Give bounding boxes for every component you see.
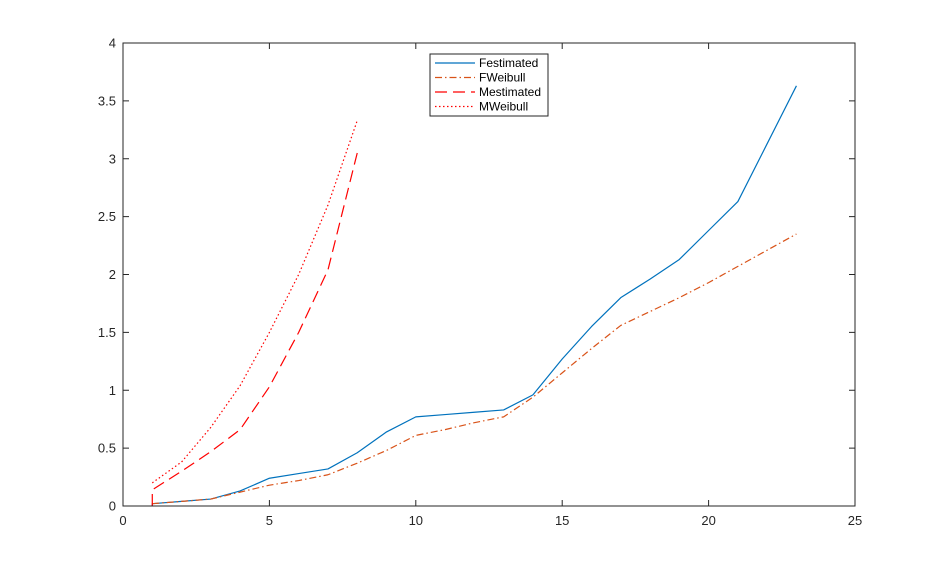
series-line-mweibull [151, 120, 358, 484]
y-tick-label: 0.5 [98, 441, 116, 456]
y-tick-label: 4 [109, 36, 116, 51]
x-tick-label: 10 [409, 513, 423, 528]
y-tick-label: 1 [109, 383, 116, 398]
series-layer [151, 85, 797, 506]
x-tick-label: 25 [848, 513, 862, 528]
x-tick-label: 5 [266, 513, 273, 528]
x-tick-label: 15 [555, 513, 569, 528]
legend-label-mestimated: Mestimated [479, 85, 541, 99]
axes-background [123, 43, 855, 506]
y-tick-label: 2 [109, 267, 116, 282]
y-tick-label: 3 [109, 151, 116, 166]
series-line-mestimated [151, 152, 358, 506]
x-tick-label: 20 [701, 513, 715, 528]
legend-label-festimated: Festimated [479, 56, 538, 70]
y-tick-label: 2.5 [98, 209, 116, 224]
legend-label-mweibull: MWeibull [479, 100, 528, 114]
legend-label-fweibull: FWeibull [479, 71, 525, 85]
x-tick-label: 0 [119, 513, 126, 528]
y-tick-label: 3.5 [98, 93, 116, 108]
series-line-fweibull [152, 233, 797, 505]
y-tick-label: 1.5 [98, 325, 116, 340]
series-line-festimated [151, 85, 797, 506]
axes-layer: 0 5 10 15 20 25 0 0.5 1 1.5 2 2.5 3 3.5 4 [98, 36, 862, 529]
y-tick-label: 0 [109, 499, 116, 514]
legend-box [429, 53, 549, 117]
